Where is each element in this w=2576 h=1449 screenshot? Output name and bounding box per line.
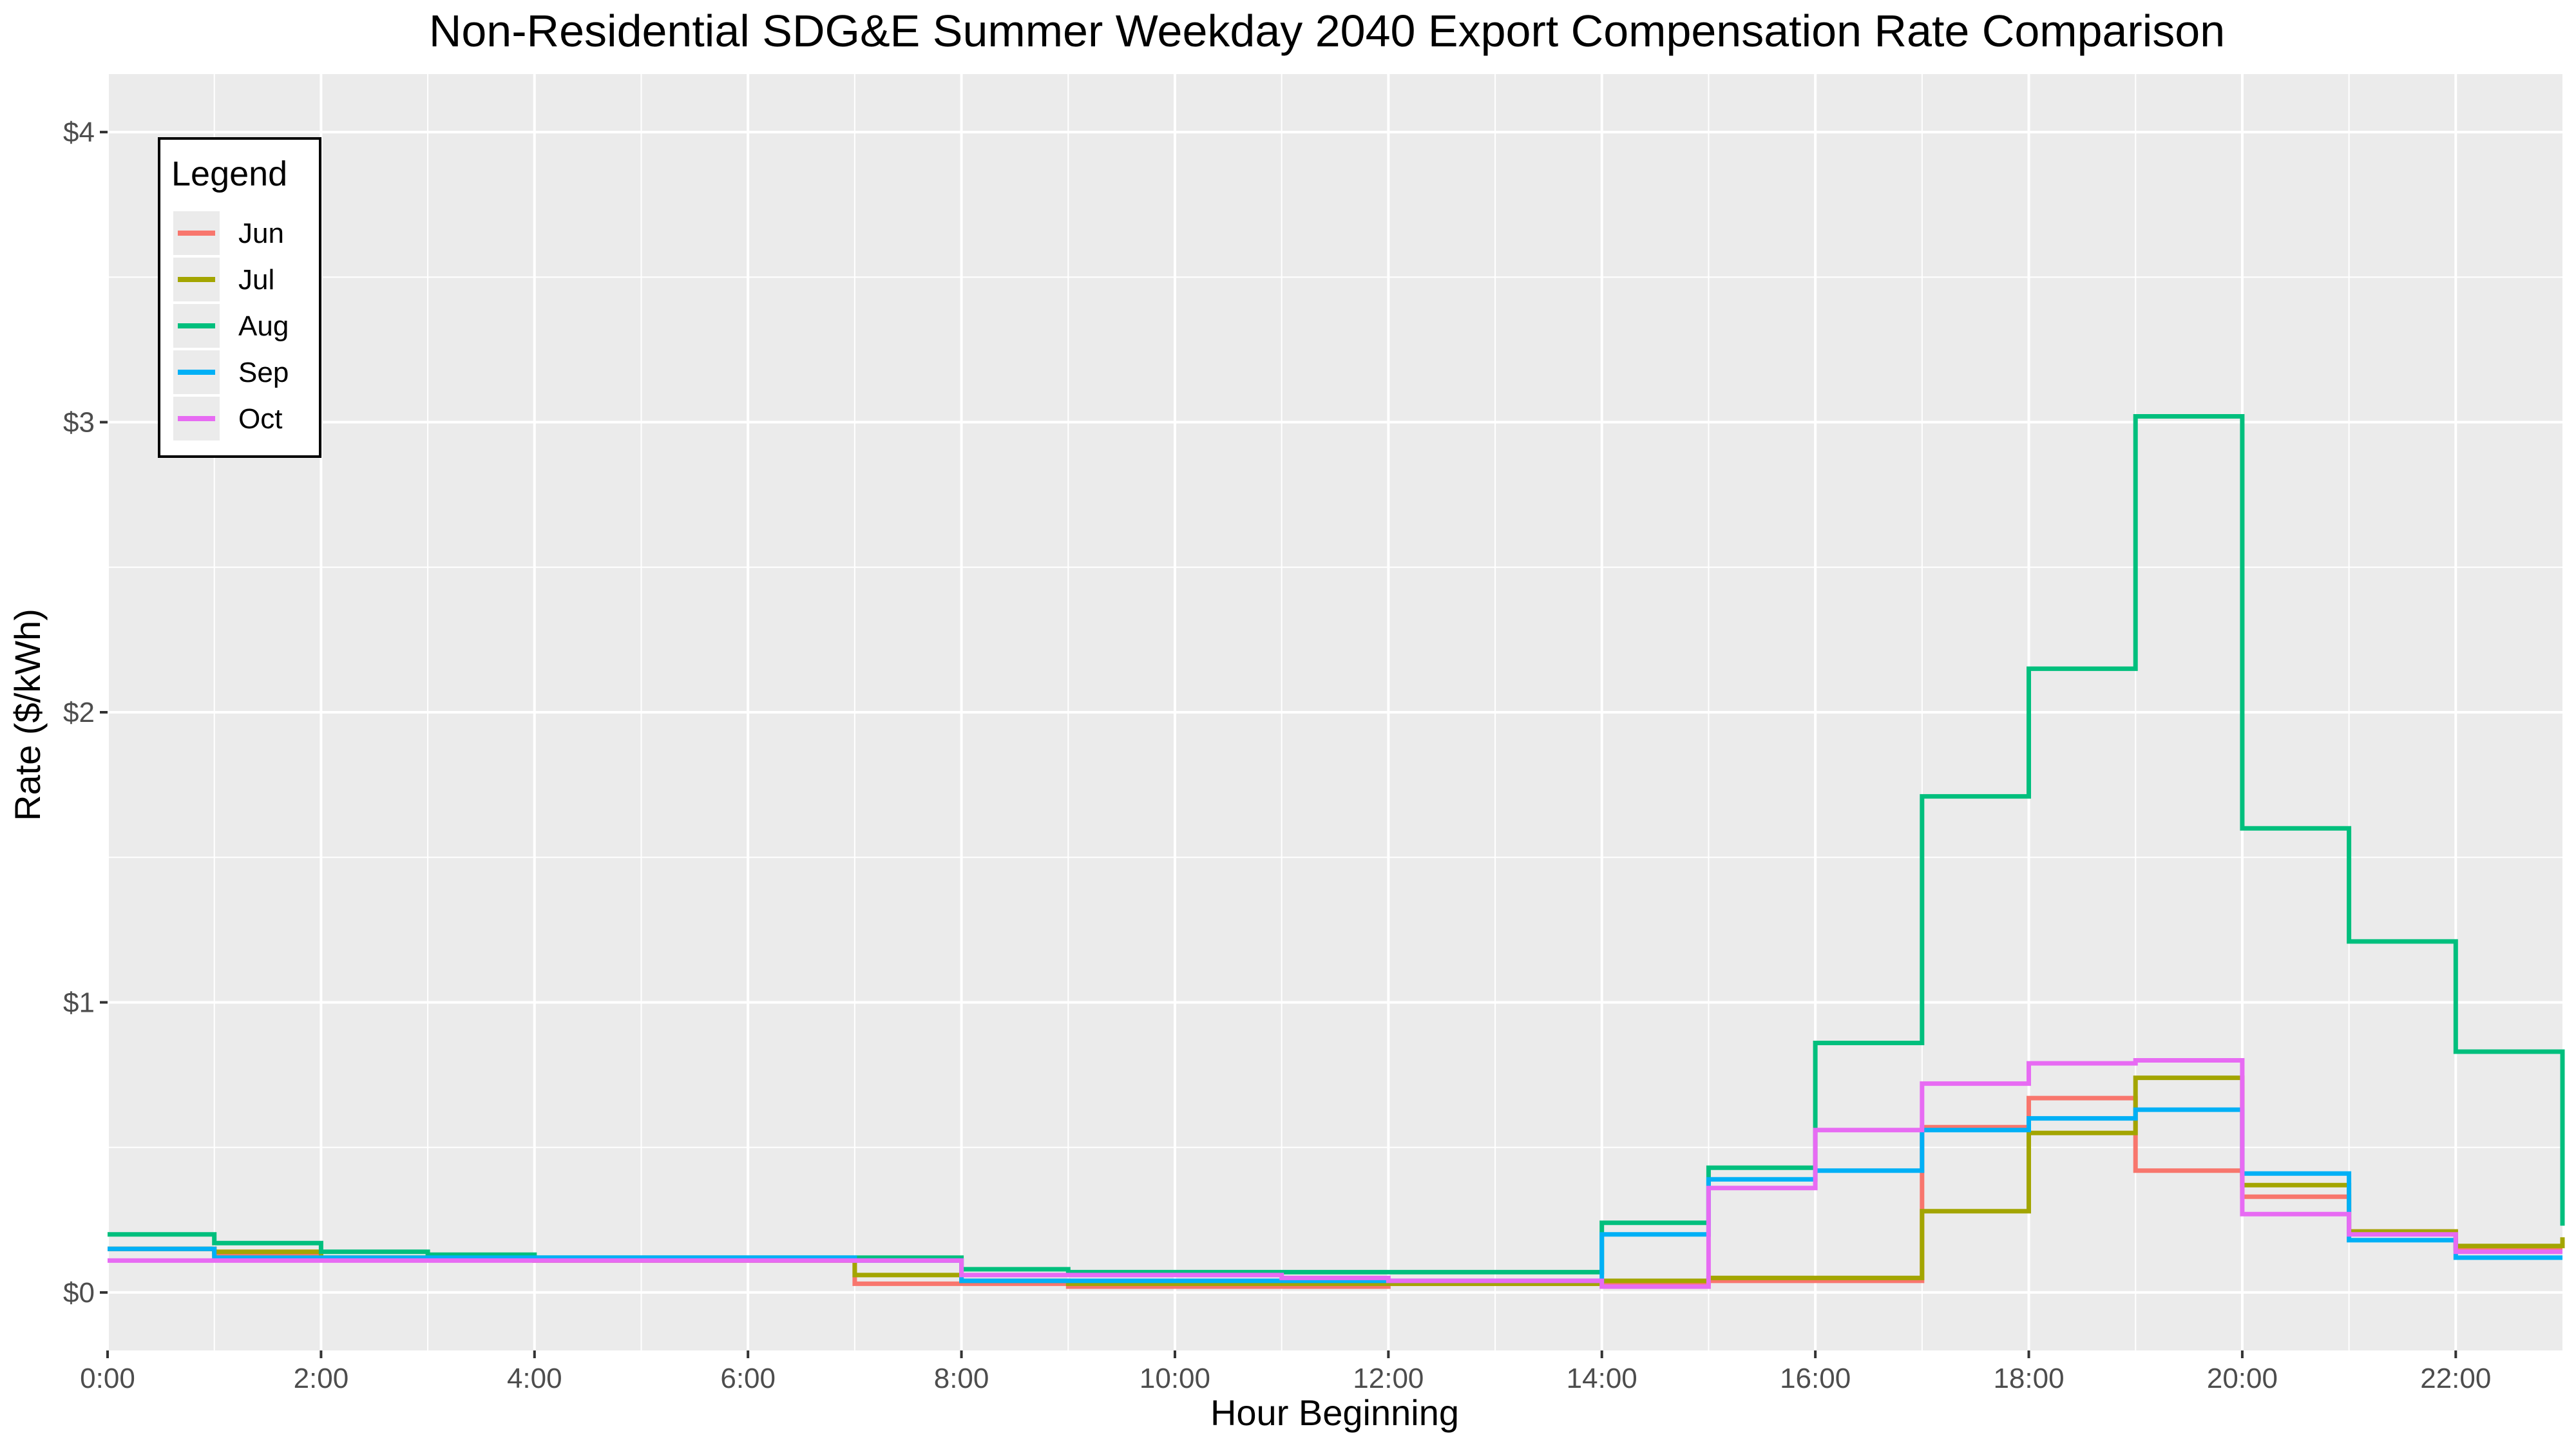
series-lines	[108, 414, 2565, 1289]
y-axis-title: Rate ($/kWh)	[7, 609, 48, 821]
y-tick-label: $4	[63, 117, 95, 148]
y-axis: $0 $1 $2 $3 $4	[63, 117, 108, 1309]
legend-label: Jun	[238, 218, 284, 249]
x-tick-label: 4:00	[507, 1363, 562, 1394]
y-tick-label: $3	[63, 407, 95, 439]
y-tick-label: $1	[63, 987, 95, 1018]
major-gridlines	[106, 74, 2562, 1350]
x-axis-title: Hour Beginning	[1210, 1392, 1459, 1433]
legend-label: Aug	[238, 310, 289, 342]
x-tick-label: 8:00	[934, 1363, 989, 1394]
legend-title: Legend	[171, 155, 287, 193]
x-tick-label: 22:00	[2420, 1363, 2491, 1394]
x-tick-label: 18:00	[1993, 1363, 2064, 1394]
y-tick-label: $2	[63, 697, 95, 728]
legend-label: Oct	[238, 403, 282, 435]
x-tick-label: 12:00	[1353, 1363, 1424, 1394]
chart-title: Non-Residential SDG&E Summer Weekday 204…	[429, 6, 2225, 56]
series-line-aug	[108, 414, 2565, 1274]
x-tick-label: 0:00	[80, 1363, 135, 1394]
x-tick-label: 6:00	[720, 1363, 776, 1394]
x-tick-label: 20:00	[2207, 1363, 2278, 1394]
legend-label: Sep	[238, 357, 289, 388]
series-line-oct	[108, 1058, 2562, 1289]
x-axis: 0:00 2:00 4:00 6:00 8:00 10:00 12:00 14:00 16:00…	[80, 1350, 2491, 1394]
legend-label: Jul	[238, 264, 274, 296]
y-tick-label: $0	[63, 1277, 95, 1309]
x-tick-label: 14:00	[1567, 1363, 1637, 1394]
legend: Legend Jun Jul Aug Sep Oct	[158, 137, 321, 458]
x-tick-label: 2:00	[294, 1363, 349, 1394]
x-tick-label: 16:00	[1780, 1363, 1851, 1394]
x-tick-label: 10:00	[1140, 1363, 1210, 1394]
